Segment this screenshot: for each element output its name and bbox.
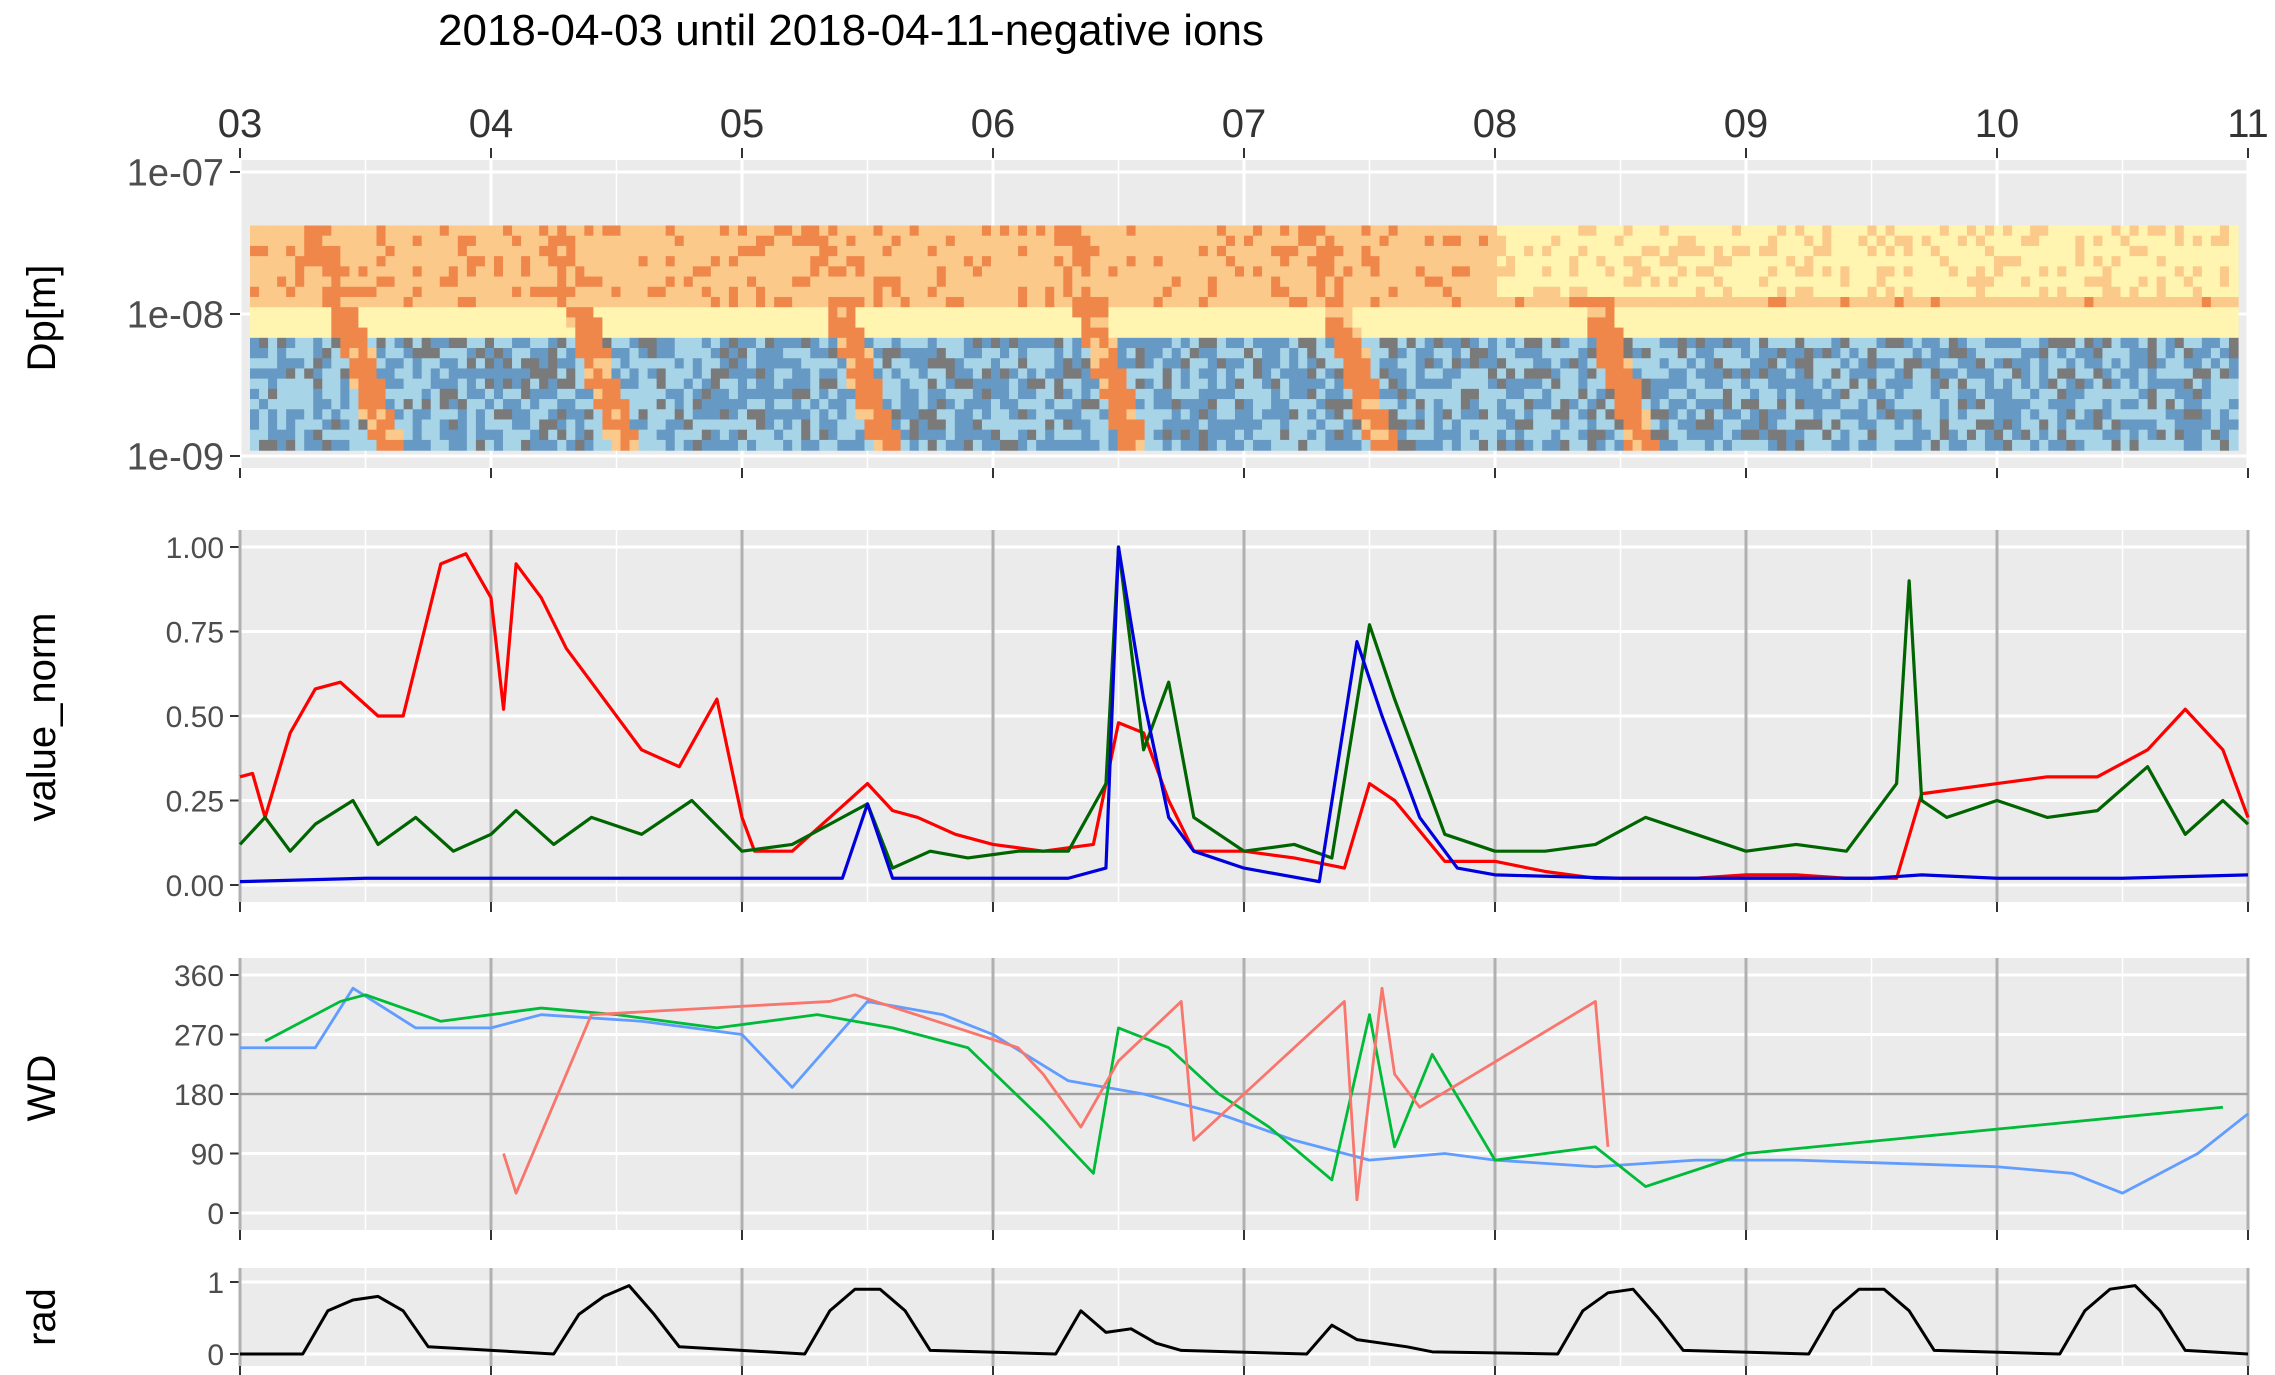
y-tick-label: 180 [174,1079,224,1112]
top-x-tick-label: 07 [1222,102,1267,146]
top-x-tick-label: 11 [2227,102,2269,146]
y-tick-label: 0.00 [166,870,224,903]
y-tick-label: 0 [207,1198,224,1231]
wd-ylabel: WD [20,1055,64,1122]
chart-title: 2018-04-03 until 2018-04-11-negative ion… [438,6,1264,55]
top-x-axis: 03 04 05 06 07 08 09 10 11 [218,102,2269,158]
y-tick-label: 0.75 [166,616,224,649]
y-tick-label: 1e-08 [127,295,224,337]
y-tick-label: 1e-07 [127,153,224,195]
y-tick-label: 0 [207,1339,224,1372]
top-x-tick-label: 03 [218,102,263,146]
value-norm-series-line [238,545,2250,870]
y-tick-label: 0.25 [166,785,224,818]
y-tick-label: 360 [174,960,224,993]
top-x-tick-label: 10 [1975,102,2020,146]
top-x-tick-label: 09 [1724,102,1769,146]
y-tick-label: 1 [207,1267,224,1300]
rad-ylabel: rad [20,1288,64,1346]
y-tick-label: 1e-09 [127,437,224,479]
heatmap-ylabel: Dp[m] [20,265,64,372]
y-tick-label: 1.00 [166,532,224,565]
wd-series-line [502,986,1610,1202]
heatmap-cells [250,225,2239,451]
wind-direction-panel: 360 270 180 90 0 [174,958,2250,1240]
value-norm-panel: 1.00 0.75 0.50 0.25 0.00 [166,530,2250,912]
wd-series-line [240,986,2249,1195]
top-x-tick-label: 04 [469,102,514,146]
y-tick-label: 270 [174,1019,224,1052]
radiation-panel: 10 [207,1267,2250,1375]
wd-series-line [264,993,2224,1188]
y-tick-label: 0.50 [166,701,224,734]
y-tick-label: 90 [191,1138,224,1171]
top-x-tick-label: 05 [720,102,765,146]
rad-series-line [240,1284,2249,1356]
heatmap-panel: 1e-07 1e-08 1e-09 [127,153,2250,479]
value-norm-series-line [239,545,2249,884]
top-x-tick-label: 08 [1473,102,1518,146]
top-x-tick-label: 06 [971,102,1016,146]
value-norm-ylabel: value_norm [20,612,64,821]
